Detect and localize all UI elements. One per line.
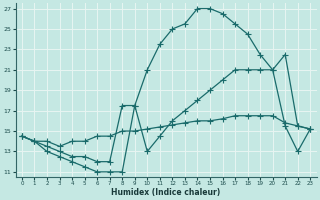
X-axis label: Humidex (Indice chaleur): Humidex (Indice chaleur) [111, 188, 221, 197]
